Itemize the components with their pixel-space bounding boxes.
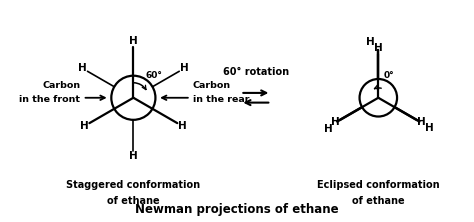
Text: in the front: in the front xyxy=(19,95,81,105)
Text: Carbon: Carbon xyxy=(193,81,231,90)
Text: H: H xyxy=(417,117,426,127)
Text: Newman projections of ethane: Newman projections of ethane xyxy=(135,203,339,216)
Text: of ethane: of ethane xyxy=(352,196,405,206)
Text: Carbon: Carbon xyxy=(42,81,81,90)
Text: 0°: 0° xyxy=(383,71,394,80)
Text: H: H xyxy=(129,151,138,161)
Text: H: H xyxy=(374,43,383,53)
Text: H: H xyxy=(78,63,87,73)
Text: Staggered conformation: Staggered conformation xyxy=(66,180,201,190)
Text: H: H xyxy=(365,36,374,46)
Text: in the rear: in the rear xyxy=(193,95,249,105)
Text: H: H xyxy=(178,121,187,131)
Text: H: H xyxy=(425,123,434,133)
Text: H: H xyxy=(331,117,340,127)
Text: 60° rotation: 60° rotation xyxy=(223,67,289,77)
Text: H: H xyxy=(324,124,333,134)
Text: 60°: 60° xyxy=(146,71,162,80)
Text: H: H xyxy=(180,63,189,73)
Text: H: H xyxy=(80,121,89,131)
Text: Eclipsed conformation: Eclipsed conformation xyxy=(317,180,439,190)
Text: H: H xyxy=(129,36,138,46)
Text: of ethane: of ethane xyxy=(107,196,160,206)
